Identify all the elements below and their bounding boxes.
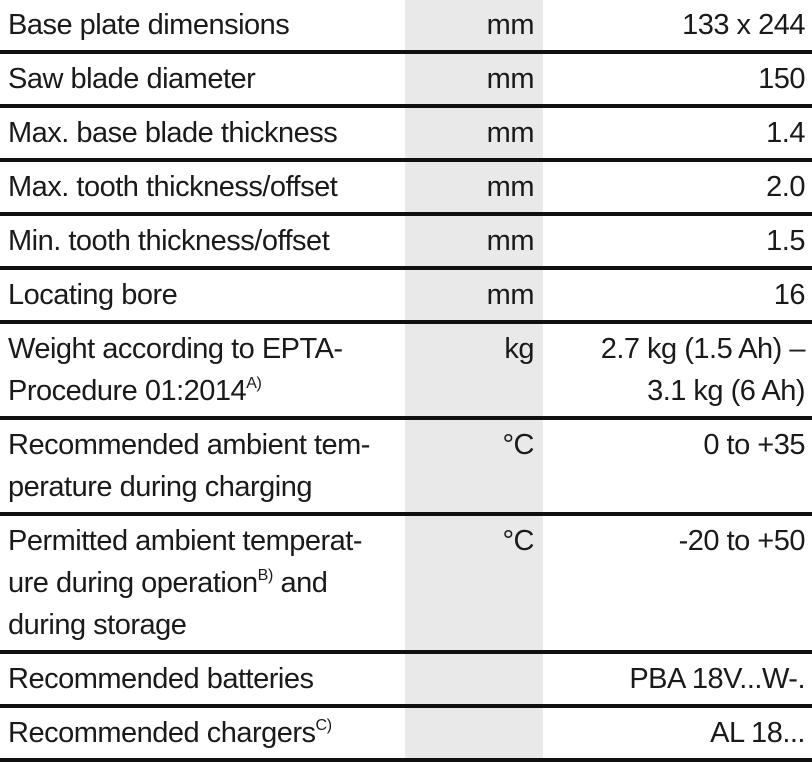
spec-value-text: 2.7 kg (1.5 Ah) – 3.1 kg (6 Ah)	[600, 333, 806, 407]
spec-row: Base plate dimensions mm 133 x 244	[0, 0, 812, 54]
spec-label-cell: Max. tooth thickness/offset	[0, 160, 405, 216]
spec-row: Recommended chargersC) AL 18...	[0, 706, 812, 762]
spec-value-cell: 1.5	[543, 214, 812, 270]
spec-label-text: Recommended batteries	[8, 663, 314, 695]
spec-unit-cell: °C	[405, 418, 543, 516]
spec-unit-text: mm	[486, 117, 535, 149]
spec-label-text: Weight according to EPTA- Procedure 01:2…	[8, 333, 343, 407]
spec-value-text: 2.0	[766, 171, 805, 203]
spec-value-cell: 0 to +35	[543, 418, 812, 516]
spec-unit-cell: mm	[405, 0, 543, 54]
spec-unit-text: mm	[486, 63, 535, 95]
spec-unit-cell: °C	[405, 514, 543, 654]
spec-value-cell: AL 18...	[543, 706, 812, 762]
spec-row: Max. base blade thickness mm 1.4	[0, 106, 812, 162]
spec-value-text: AL 18...	[710, 717, 805, 749]
spec-label-cell: Locating bore	[0, 268, 405, 324]
spec-label-footnote-marker: B)	[257, 567, 274, 584]
spec-value-cell: 1.4	[543, 106, 812, 162]
spec-unit-text: kg	[504, 333, 534, 365]
spec-value-text: 0 to +35	[703, 429, 805, 461]
spec-unit-text: °C	[502, 429, 534, 461]
spec-label-cell: Recommended ambient tem- perature during…	[0, 418, 405, 516]
spec-label-continuation: and during storage	[8, 567, 328, 641]
spec-label-text: Max. base blade thickness	[8, 117, 338, 149]
spec-unit-text: mm	[486, 225, 535, 257]
spec-unit-text: mm	[486, 279, 535, 311]
spec-row: Recommended ambient tem- perature during…	[0, 418, 812, 516]
spec-unit-cell: mm	[405, 160, 543, 216]
spec-label-cell: Recommended chargersC)	[0, 706, 405, 762]
spec-value-text: -20 to +50	[678, 525, 806, 557]
spec-row: Weight according to EPTA- Procedure 01:2…	[0, 322, 812, 420]
spec-label-text: Locating bore	[8, 279, 178, 311]
spec-unit-cell: kg	[405, 322, 543, 420]
spec-label-text: Base plate dimensions	[8, 9, 290, 41]
spec-row: Min. tooth thickness/offset mm 1.5	[0, 214, 812, 270]
spec-unit-cell	[405, 706, 543, 762]
spec-row: Permitted ambient temperat- ure during o…	[0, 514, 812, 654]
spec-label-cell: Permitted ambient temperat- ure during o…	[0, 514, 405, 654]
spec-label-footnote-marker: A)	[246, 375, 262, 392]
spec-label-text: Recommended chargers	[8, 717, 316, 749]
spec-label-text: Recommended ambient tem- perature during…	[8, 429, 370, 503]
spec-unit-cell: mm	[405, 106, 543, 162]
spec-value-text: PBA 18V...W-.	[629, 663, 805, 695]
spec-row: Saw blade diameter mm 150	[0, 52, 812, 108]
spec-value-cell: -20 to +50	[543, 514, 812, 654]
spec-label-footnote-marker: C)	[315, 717, 333, 734]
spec-row: Locating bore mm 16	[0, 268, 812, 324]
spec-label-text: Permitted ambient temperat- ure during o…	[8, 525, 362, 599]
spec-unit-text: mm	[486, 171, 535, 203]
spec-label-cell: Weight according to EPTA- Procedure 01:2…	[0, 322, 405, 420]
spec-value-text: 150	[758, 63, 805, 95]
spec-value-cell: 16	[543, 268, 812, 324]
spec-unit-cell	[405, 652, 543, 708]
spec-row: Recommended batteries PBA 18V...W-.	[0, 652, 812, 708]
spec-value-cell: PBA 18V...W-.	[543, 652, 812, 708]
spec-label-cell: Base plate dimensions	[0, 0, 405, 54]
spec-value-text: 1.5	[766, 225, 805, 257]
spec-label-cell: Saw blade diameter	[0, 52, 405, 108]
spec-value-cell: 2.0	[543, 160, 812, 216]
spec-value-text: 16	[773, 279, 806, 311]
spec-value-text: 1.4	[766, 117, 805, 149]
spec-label-cell: Recommended batteries	[0, 652, 405, 708]
spec-unit-text: °C	[502, 525, 534, 557]
spec-unit-text: mm	[486, 9, 535, 41]
spec-label-text: Min. tooth thickness/offset	[8, 225, 330, 257]
spec-label-cell: Min. tooth thickness/offset	[0, 214, 405, 270]
spec-value-cell: 133 x 244	[543, 0, 812, 54]
spec-label-cell: Max. base blade thickness	[0, 106, 405, 162]
spec-unit-cell: mm	[405, 268, 543, 324]
spec-row: Max. tooth thickness/offset mm 2.0	[0, 160, 812, 216]
spec-unit-cell: mm	[405, 52, 543, 108]
spec-unit-cell: mm	[405, 214, 543, 270]
spec-value-cell: 2.7 kg (1.5 Ah) – 3.1 kg (6 Ah)	[543, 322, 812, 420]
spec-value-text: 133 x 244	[682, 9, 805, 41]
spec-value-cell: 150	[543, 52, 812, 108]
spec-label-text: Saw blade diameter	[8, 63, 256, 95]
spec-label-text: Max. tooth thickness/offset	[8, 171, 338, 203]
